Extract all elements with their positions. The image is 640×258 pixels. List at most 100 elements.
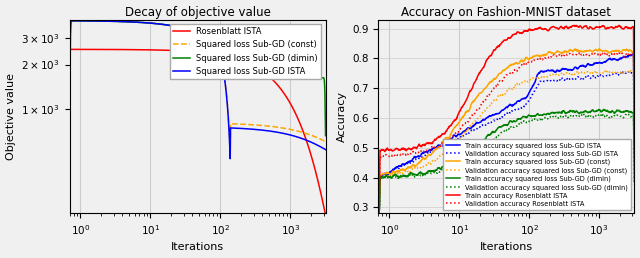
Train accuracy squared loss Sub-GD ISTA: [595, 61, 603, 64]
Squared loss Sub-GD ISTA: [227, 157, 234, 160]
Train accuracy squared loss Sub-GD ISTA: [390, 168, 398, 171]
Squared loss Sub-GD ISTA: [66, 19, 74, 22]
Squared loss Sub-GD (const): [82, 19, 90, 22]
Validation accuracy squared loss Sub-GD (const): [630, 155, 638, 158]
Squared loss Sub-GD (dimin): [287, 76, 294, 79]
Validation accuracy Rosenblatt ISTA: [569, 53, 577, 56]
Train accuracy squared loss Sub-GD (const): [538, 54, 545, 57]
Train accuracy Rosenblatt ISTA: [375, 212, 383, 215]
Squared loss Sub-GD ISTA: [221, 81, 229, 84]
Squared loss Sub-GD (dimin): [221, 76, 229, 79]
Line: Validation accuracy squared loss Sub-GD (const): Validation accuracy squared loss Sub-GD …: [379, 71, 634, 213]
Train accuracy squared loss Sub-GD (dimin): [375, 212, 383, 215]
Validation accuracy squared loss Sub-GD (const): [538, 76, 545, 79]
Squared loss Sub-GD (dimin): [322, 134, 330, 137]
Validation accuracy squared loss Sub-GD (const): [627, 69, 635, 72]
Validation accuracy squared loss Sub-GD (dimin): [579, 112, 587, 115]
Squared loss Sub-GD ISTA: [214, 45, 222, 48]
Validation accuracy squared loss Sub-GD (dimin): [530, 118, 538, 121]
Legend: Train accuracy squared loss Sub-GD ISTA, Validation accuracy squared loss Sub-GD: Train accuracy squared loss Sub-GD ISTA,…: [443, 139, 631, 210]
Rosenblatt ISTA: [229, 56, 237, 59]
X-axis label: Iterations: Iterations: [171, 243, 224, 252]
Line: Squared loss Sub-GD (const): Squared loss Sub-GD (const): [70, 21, 326, 156]
Train accuracy squared loss Sub-GD (const): [524, 57, 531, 60]
Squared loss Sub-GD (dimin): [229, 76, 237, 79]
Train accuracy squared loss Sub-GD (dimin): [630, 180, 638, 183]
Train accuracy Rosenblatt ISTA: [569, 24, 577, 27]
Train accuracy squared loss Sub-GD (const): [530, 55, 538, 58]
Title: Accuracy on Fashion-MNIST dataset: Accuracy on Fashion-MNIST dataset: [401, 6, 611, 19]
Validation accuracy Rosenblatt ISTA: [538, 58, 545, 61]
Squared loss Sub-GD (dimin): [260, 76, 268, 79]
Legend: Rosenblatt ISTA, Squared loss Sub-GD (const), Squared loss Sub-GD (dimin), Squar: Rosenblatt ISTA, Squared loss Sub-GD (co…: [170, 24, 321, 79]
Train accuracy squared loss Sub-GD (const): [595, 47, 603, 51]
Squared loss Sub-GD (const): [260, 124, 268, 127]
Validation accuracy squared loss Sub-GD (dimin): [595, 114, 603, 117]
Line: Train accuracy squared loss Sub-GD (const): Train accuracy squared loss Sub-GD (cons…: [379, 49, 634, 213]
Validation accuracy squared loss Sub-GD ISTA: [530, 91, 538, 94]
Validation accuracy Rosenblatt ISTA: [630, 143, 638, 147]
Validation accuracy Rosenblatt ISTA: [616, 51, 624, 54]
Train accuracy squared loss Sub-GD (const): [375, 212, 383, 215]
Train accuracy squared loss Sub-GD (dimin): [600, 108, 607, 111]
Squared loss Sub-GD (dimin): [215, 76, 223, 79]
Train accuracy squared loss Sub-GD ISTA: [375, 212, 383, 215]
Rosenblatt ISTA: [286, 101, 294, 104]
Train accuracy squared loss Sub-GD (dimin): [595, 108, 603, 111]
Squared loss Sub-GD ISTA: [287, 133, 294, 136]
Validation accuracy squared loss Sub-GD (const): [530, 76, 538, 79]
Validation accuracy squared loss Sub-GD (const): [524, 79, 531, 82]
Rosenblatt ISTA: [82, 48, 90, 51]
Validation accuracy squared loss Sub-GD ISTA: [595, 73, 603, 76]
Validation accuracy squared loss Sub-GD (const): [569, 72, 577, 76]
Line: Train accuracy Rosenblatt ISTA: Train accuracy Rosenblatt ISTA: [379, 25, 634, 213]
Validation accuracy squared loss Sub-GD ISTA: [524, 101, 531, 104]
Train accuracy squared loss Sub-GD (dimin): [530, 114, 538, 117]
Validation accuracy squared loss Sub-GD (const): [390, 171, 398, 174]
Line: Validation accuracy Rosenblatt ISTA: Validation accuracy Rosenblatt ISTA: [379, 52, 634, 213]
Line: Train accuracy squared loss Sub-GD (dimin): Train accuracy squared loss Sub-GD (dimi…: [379, 109, 634, 213]
Train accuracy squared loss Sub-GD (const): [390, 171, 398, 174]
Train accuracy Rosenblatt ISTA: [524, 30, 531, 33]
Validation accuracy squared loss Sub-GD (dimin): [390, 175, 398, 179]
Validation accuracy squared loss Sub-GD ISTA: [569, 77, 577, 80]
Squared loss Sub-GD (const): [66, 19, 74, 22]
Validation accuracy squared loss Sub-GD (const): [595, 71, 603, 75]
Validation accuracy squared loss Sub-GD ISTA: [538, 80, 545, 83]
Line: Validation accuracy squared loss Sub-GD ISTA: Validation accuracy squared loss Sub-GD …: [379, 71, 634, 213]
Rosenblatt ISTA: [214, 53, 222, 56]
Line: Squared loss Sub-GD (dimin): Squared loss Sub-GD (dimin): [70, 21, 326, 136]
X-axis label: Iterations: Iterations: [480, 243, 533, 252]
Train accuracy Rosenblatt ISTA: [615, 24, 623, 27]
Squared loss Sub-GD (const): [214, 45, 222, 48]
Validation accuracy Rosenblatt ISTA: [524, 62, 531, 65]
Train accuracy squared loss Sub-GD ISTA: [569, 68, 577, 71]
Train accuracy squared loss Sub-GD ISTA: [630, 143, 638, 146]
Train accuracy Rosenblatt ISTA: [530, 28, 538, 31]
Train accuracy squared loss Sub-GD ISTA: [538, 69, 545, 72]
Train accuracy Rosenblatt ISTA: [595, 26, 603, 29]
Squared loss Sub-GD ISTA: [322, 148, 330, 151]
Train accuracy squared loss Sub-GD ISTA: [524, 95, 531, 98]
Y-axis label: Objective value: Objective value: [6, 73, 15, 160]
Validation accuracy squared loss Sub-GD (const): [375, 212, 383, 215]
Validation accuracy squared loss Sub-GD (dimin): [524, 121, 531, 124]
Squared loss Sub-GD (const): [322, 140, 330, 143]
Line: Squared loss Sub-GD ISTA: Squared loss Sub-GD ISTA: [70, 21, 326, 159]
Validation accuracy Rosenblatt ISTA: [375, 212, 383, 215]
Validation accuracy squared loss Sub-GD ISTA: [375, 212, 383, 215]
Title: Decay of objective value: Decay of objective value: [125, 6, 271, 19]
Train accuracy squared loss Sub-GD ISTA: [530, 82, 538, 85]
Rosenblatt ISTA: [66, 48, 74, 51]
Train accuracy squared loss Sub-GD (const): [569, 50, 577, 53]
Validation accuracy squared loss Sub-GD (dimin): [569, 113, 577, 116]
Validation accuracy squared loss Sub-GD ISTA: [626, 70, 634, 73]
Line: Validation accuracy squared loss Sub-GD (dimin): Validation accuracy squared loss Sub-GD …: [379, 113, 634, 213]
Validation accuracy Rosenblatt ISTA: [530, 59, 538, 62]
Train accuracy squared loss Sub-GD (dimin): [569, 110, 577, 114]
Squared loss Sub-GD (dimin): [82, 19, 90, 22]
Train accuracy squared loss Sub-GD (dimin): [390, 173, 398, 176]
Rosenblatt ISTA: [322, 214, 330, 217]
Squared loss Sub-GD (const): [229, 122, 237, 125]
Validation accuracy squared loss Sub-GD ISTA: [390, 168, 398, 172]
